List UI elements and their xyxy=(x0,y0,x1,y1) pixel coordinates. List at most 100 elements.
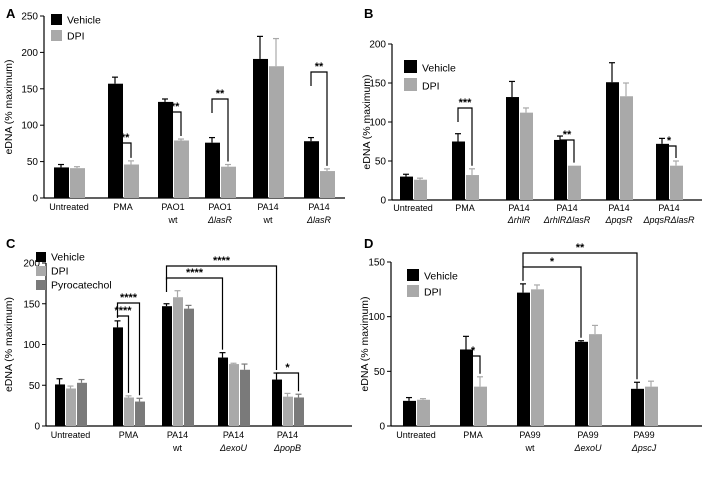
x-tick-label: PA99 xyxy=(519,430,540,440)
significance-bracket xyxy=(115,142,132,158)
legend-swatch-vehicle xyxy=(404,60,417,73)
x-tick-label-line2: ΔexoU xyxy=(573,443,602,453)
bar-vehicle-2 xyxy=(506,97,519,200)
y-tick-label: 100 xyxy=(21,121,38,132)
significance-bracket xyxy=(522,266,582,338)
bar-vehicle-3 xyxy=(575,341,588,426)
legend-label: Vehicle xyxy=(424,271,458,283)
y-tick-label: 200 xyxy=(21,48,38,59)
x-tick-label: PA14 xyxy=(167,430,188,440)
legend-label: DPI xyxy=(422,81,440,93)
bar-vehicle-2 xyxy=(517,292,530,426)
bar-vehicle-1 xyxy=(108,83,123,198)
y-tick-label: 150 xyxy=(368,258,385,269)
y-tick-label: 0 xyxy=(34,422,40,433)
legend-swatch-vehicle xyxy=(407,269,419,281)
bar-vehicle-2 xyxy=(162,306,172,426)
bar-vehicle-0 xyxy=(400,176,413,200)
bar-pyrocatechol-1 xyxy=(135,401,145,426)
legend-swatch-dpi xyxy=(404,78,417,91)
x-tick-label: Untreated xyxy=(393,203,433,213)
x-tick-label: PA14 xyxy=(308,202,329,212)
panel-a: A 0 50 100 150 200 250 eDNA (% maximum) Untreate… xyxy=(3,6,345,225)
y-tick-label: 50 xyxy=(374,367,386,378)
significance-label: **** xyxy=(186,267,204,279)
significance-label: *** xyxy=(117,132,131,144)
x-tick-label-line2: ΔpopB xyxy=(273,443,301,453)
x-tick-label: PMA xyxy=(455,203,475,213)
bar-vehicle-0 xyxy=(55,384,65,426)
x-tick-label: PA14 xyxy=(508,203,529,213)
legend-label: Vehicle xyxy=(67,15,101,27)
bar-dpi-0 xyxy=(66,388,76,426)
legend-swatch-dpi xyxy=(36,266,46,276)
x-tick-label-line2: ΔexoU xyxy=(219,443,248,453)
bar-vehicle-1 xyxy=(113,327,123,426)
bar-vehicle-2 xyxy=(158,101,173,198)
x-tick-label-line2: wt xyxy=(263,215,273,225)
y-tick-label: 250 xyxy=(21,12,38,23)
significance-bracket xyxy=(165,111,182,137)
bar-dpi-1 xyxy=(124,397,134,426)
bar-pyrocatechol-2 xyxy=(184,308,194,426)
significance-label: ** xyxy=(315,61,324,73)
panel-letter: B xyxy=(364,6,373,21)
legend-swatch-pyrocatechol xyxy=(36,280,46,290)
significance-bracket xyxy=(165,265,278,371)
bar-dpi-0 xyxy=(70,168,85,198)
x-tick-label: Untreated xyxy=(396,430,436,440)
bar-dpi-3 xyxy=(221,166,236,198)
bar-dpi-4 xyxy=(620,96,633,200)
bar-vehicle-0 xyxy=(54,167,69,198)
bar-pyrocatechol-4 xyxy=(294,397,304,426)
bar-dpi-0 xyxy=(417,399,430,426)
x-tick-label-line2: ΔlasR xyxy=(306,215,332,225)
y-axis-label: eDNA (% maximum) xyxy=(3,59,15,154)
significance-label: * xyxy=(550,256,555,268)
x-tick-label: PA14 xyxy=(658,203,679,213)
bar-dpi-4 xyxy=(645,386,658,426)
x-tick-label: PA14 xyxy=(277,430,298,440)
bar-vehicle-1 xyxy=(452,141,465,200)
significance-label: ** xyxy=(576,242,585,254)
bar-vehicle-4 xyxy=(272,379,282,426)
y-tick-label: 150 xyxy=(369,79,386,90)
bar-pyrocatechol-0 xyxy=(77,382,87,426)
y-tick-label: 0 xyxy=(379,422,385,433)
significance-label: * xyxy=(471,345,476,357)
bar-vehicle-4 xyxy=(253,58,268,199)
legend-swatch-vehicle xyxy=(51,14,62,25)
x-tick-label: PA99 xyxy=(577,430,598,440)
y-tick-label: 0 xyxy=(32,194,38,205)
bar-dpi-5 xyxy=(670,165,683,200)
y-axis-label: eDNA (% maximum) xyxy=(3,297,15,392)
x-tick-label: PAO1 xyxy=(208,202,231,212)
panel-letter: D xyxy=(364,236,373,251)
x-tick-label-line2: ΔrhlR xyxy=(507,215,531,225)
y-tick-label: 50 xyxy=(27,157,39,168)
legend-label: Vehicle xyxy=(51,252,85,264)
legend-swatch-dpi xyxy=(407,285,419,297)
y-tick-label: 100 xyxy=(369,118,386,129)
significance-label: *** xyxy=(167,101,181,113)
legend-label: Pyrocatechol xyxy=(51,280,112,292)
x-tick-label: PA14 xyxy=(556,203,577,213)
x-tick-label-line2: wt xyxy=(172,443,182,453)
y-tick-label: 200 xyxy=(369,40,386,51)
significance-bracket xyxy=(560,139,575,163)
bar-vehicle-4 xyxy=(606,82,619,200)
significance-label: **** xyxy=(120,292,138,304)
bar-vehicle-5 xyxy=(656,143,669,200)
x-tick-label: PA14 xyxy=(608,203,629,213)
y-tick-label: 100 xyxy=(23,340,40,351)
y-tick-label: 50 xyxy=(375,157,387,168)
y-tick-label: 100 xyxy=(368,312,385,323)
y-tick-label: 0 xyxy=(380,196,386,207)
bar-vehicle-3 xyxy=(205,142,220,198)
panel-letter: C xyxy=(6,236,16,251)
legend-swatch-vehicle xyxy=(36,252,46,262)
significance-bracket xyxy=(522,252,638,380)
x-tick-label-line2: ΔpscJ xyxy=(631,443,657,453)
bar-dpi-1 xyxy=(466,175,479,200)
legend-label: DPI xyxy=(51,266,69,278)
